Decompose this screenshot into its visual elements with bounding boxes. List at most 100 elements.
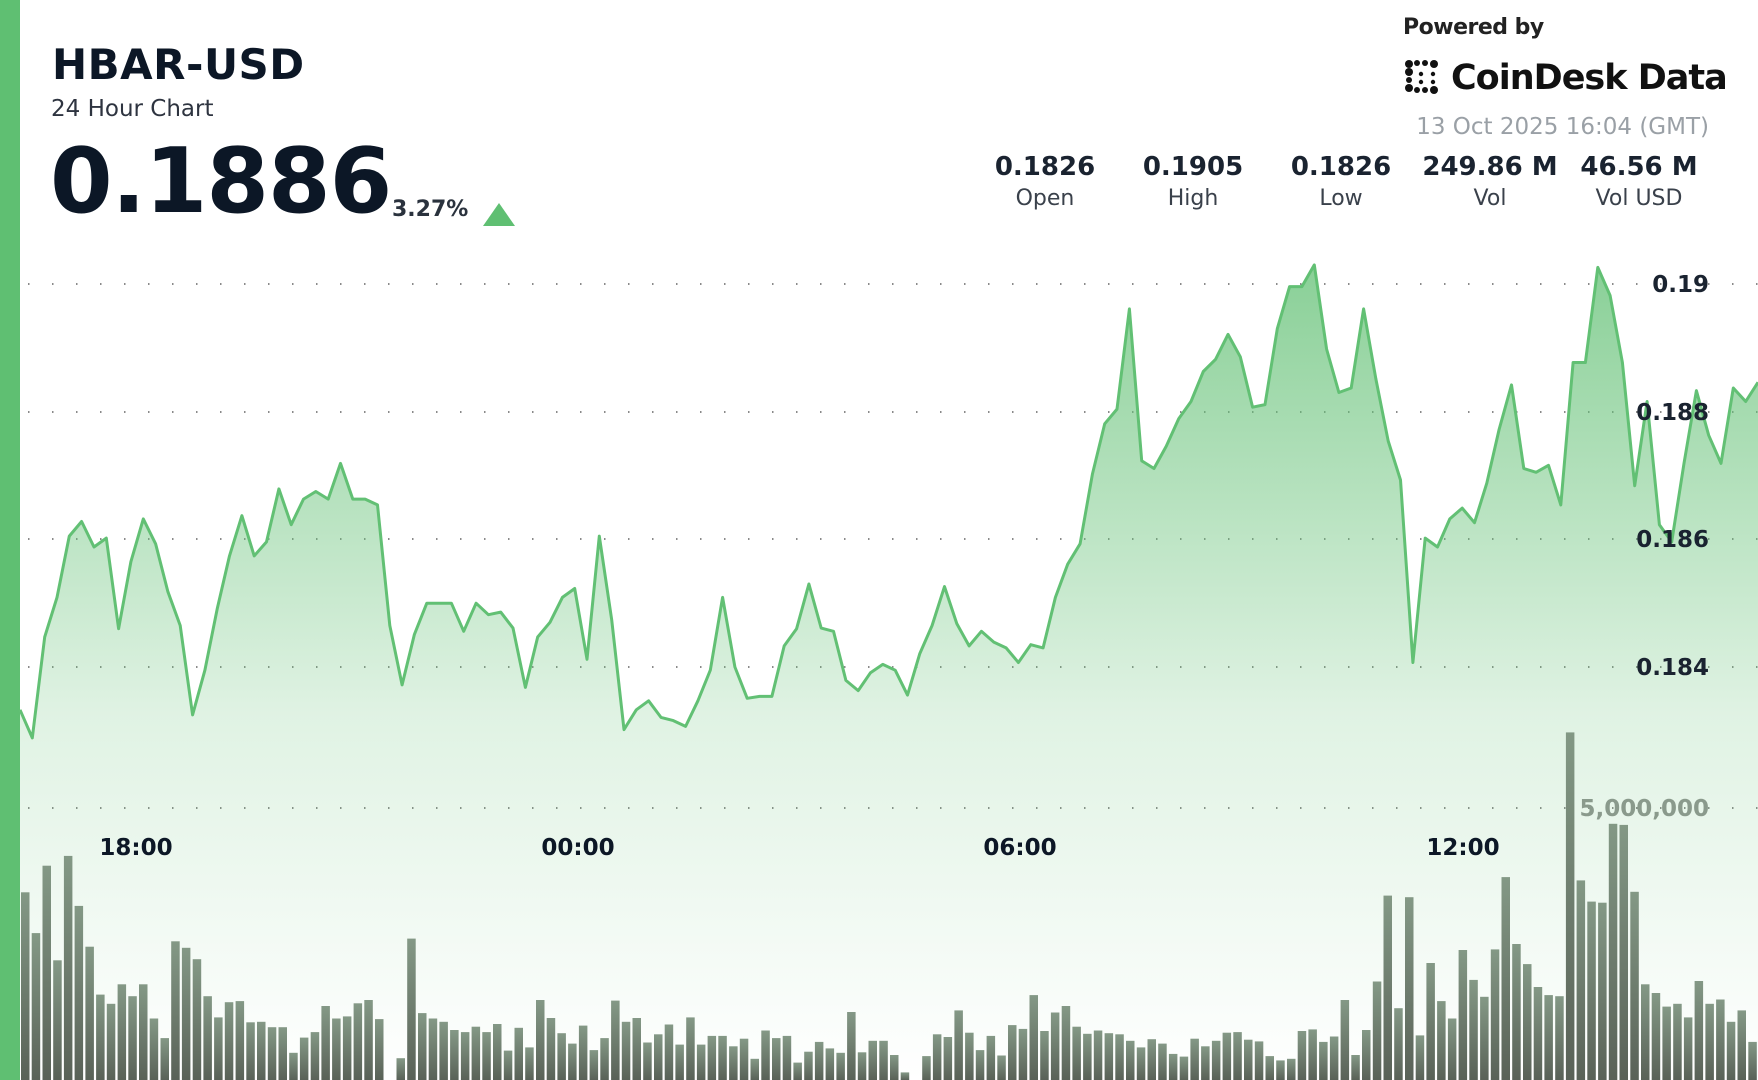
volume-bar — [686, 1017, 695, 1080]
volume-bar — [1447, 1018, 1457, 1080]
volume-bar — [364, 1000, 373, 1080]
volume-bar — [696, 1044, 706, 1080]
volume-bar — [418, 1013, 427, 1080]
stat-vol: 249.86 M Vol — [1415, 152, 1565, 211]
volume-bar — [1523, 964, 1532, 1080]
volume-bar — [1598, 902, 1607, 1080]
volume-bar — [1705, 1003, 1714, 1080]
y-tick-label: 0.184 — [1636, 655, 1709, 681]
volume-bar — [1716, 999, 1725, 1080]
stat-label: Low — [1319, 186, 1363, 211]
volume-bar — [1168, 1053, 1178, 1080]
volume-bar — [181, 947, 191, 1080]
volume-bar — [600, 1038, 609, 1080]
volume-bar — [224, 1002, 234, 1080]
brand-name: CoinDesk Data — [1451, 58, 1728, 98]
volume-bar — [932, 1034, 942, 1080]
x-tick-label: 12:00 — [1426, 835, 1499, 861]
volume-bar — [1619, 824, 1628, 1080]
y-tick-label: 0.186 — [1636, 527, 1709, 553]
volume-bar — [460, 1032, 470, 1080]
volume-bar — [1383, 895, 1392, 1080]
volume-bar — [546, 1018, 556, 1080]
x-tick-label: 00:00 — [541, 835, 614, 861]
volume-bar — [857, 1052, 867, 1080]
stat-high: 0.1905 High — [1119, 152, 1267, 211]
volume-bar — [1576, 880, 1586, 1080]
volume-bar — [1415, 1035, 1425, 1080]
volume-bar — [1201, 1046, 1210, 1080]
y-tick-label: 0.188 — [1636, 400, 1709, 426]
volume-bar — [139, 984, 148, 1080]
volume-bar — [729, 1046, 738, 1080]
volume-bar — [396, 1058, 405, 1080]
volume-bar — [74, 905, 84, 1080]
volume-bar — [632, 1018, 641, 1080]
price-line — [18, 263, 1758, 740]
volume-bar — [1641, 984, 1650, 1080]
symbol-title: HBAR-USD — [52, 40, 305, 89]
volume-bar — [621, 1021, 631, 1080]
volume-bar — [1340, 1000, 1350, 1080]
volume-bar — [493, 1024, 502, 1080]
volume-bar — [1533, 987, 1543, 1080]
volume-bar — [1158, 1043, 1167, 1080]
volume-bar — [643, 1042, 652, 1080]
volume-bar — [1008, 1025, 1017, 1080]
stats-row: 0.1826 Open 0.1905 High 0.1826 Low 249.8… — [971, 152, 1713, 211]
volume-bar — [772, 1038, 781, 1080]
coindesk-data-logo: CoinDesk Data — [1403, 56, 1728, 100]
volume-bar — [407, 938, 416, 1080]
stat-label: Open — [1015, 186, 1075, 211]
volume-bar — [750, 1058, 759, 1080]
y-tick-label: 0.19 — [1652, 272, 1709, 298]
volume-bar — [1480, 996, 1489, 1080]
volume-bar — [267, 1027, 277, 1080]
x-axis-labels: 18:00 00:00 06:00 12:00 — [99, 835, 1499, 861]
x-tick-label: 18:00 — [99, 835, 172, 861]
volume-bar — [503, 1050, 513, 1080]
volume-tick-label: 5,000,000 — [1580, 796, 1710, 822]
volume-bar — [235, 1001, 245, 1080]
volume-bar — [578, 1025, 588, 1080]
stat-vol-usd: 46.56 M Vol USD — [1565, 152, 1713, 211]
volume-bar — [1694, 981, 1704, 1080]
volume-bar — [675, 1044, 684, 1080]
volume-bar — [739, 1038, 749, 1080]
volume-bar — [1737, 1010, 1746, 1080]
volume-bar — [1673, 1003, 1682, 1080]
volume-bar — [568, 1043, 577, 1080]
volume-bar — [257, 1021, 266, 1080]
volume-bar — [1083, 1033, 1092, 1080]
chart-subtitle: 24 Hour Chart — [51, 96, 214, 122]
volume-bar — [1040, 1031, 1049, 1080]
volume-bar — [1565, 732, 1575, 1080]
volume-bar — [1651, 993, 1661, 1080]
volume-bar — [1276, 1060, 1285, 1080]
volume-bar — [868, 1040, 877, 1080]
volume-bar — [514, 1027, 523, 1080]
volume-bar — [192, 959, 202, 1080]
volume-bar — [654, 1034, 663, 1080]
volume-bar — [1104, 1033, 1114, 1080]
volume-bar — [836, 1052, 845, 1080]
timestamp: 13 Oct 2025 16:04 (GMT) — [1416, 114, 1709, 140]
volume-bar — [1405, 897, 1414, 1080]
volume-bar — [278, 1027, 287, 1080]
volume-bar — [246, 1022, 255, 1080]
stat-label: Vol — [1473, 186, 1507, 211]
stat-value: 0.1826 — [994, 152, 1096, 182]
volume-bar — [85, 946, 94, 1080]
volume-bar — [96, 994, 105, 1080]
volume-bar — [1437, 1001, 1446, 1080]
volume-bar — [825, 1048, 835, 1080]
volume-bar — [439, 1021, 448, 1080]
accent-bar — [0, 0, 20, 1080]
stat-low: 0.1826 Low — [1267, 152, 1415, 211]
volume-bars — [21, 732, 1757, 1080]
volume-bar — [42, 865, 51, 1080]
volume-bar — [1147, 1039, 1156, 1080]
current-price: 0.1886 — [50, 129, 392, 234]
volume-bar — [1726, 1021, 1736, 1080]
